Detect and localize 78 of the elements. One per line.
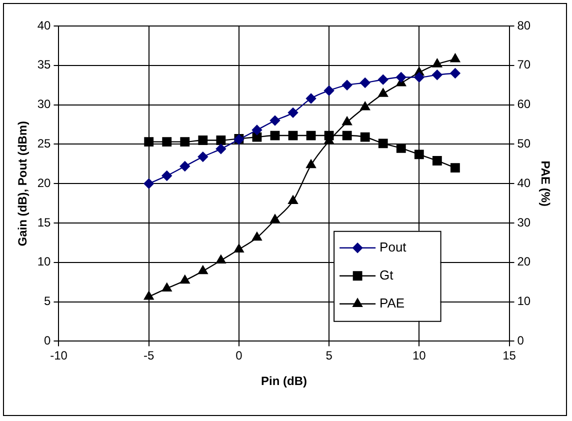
point: [396, 72, 406, 82]
y-axis-title: Gain (dB), Pout (dBm): [16, 120, 30, 246]
y-tick-label: 25: [37, 136, 52, 151]
point: [306, 93, 316, 104]
point: [216, 254, 226, 264]
point: [378, 88, 388, 97]
point: [324, 130, 334, 140]
y-tick-label: 0: [44, 334, 52, 348]
point: [360, 132, 370, 142]
legend-label: PAE: [380, 295, 405, 310]
point: [144, 178, 154, 189]
point: [216, 136, 226, 145]
point: [162, 137, 172, 147]
point: [162, 170, 172, 181]
point: [414, 72, 424, 82]
point: [342, 116, 352, 126]
x-tick-label: 10: [412, 348, 426, 363]
point: [342, 80, 352, 90]
point: [234, 244, 244, 252]
legend-label: Gt: [380, 267, 394, 282]
point: [306, 159, 316, 168]
y2-tick-label: 0: [517, 334, 524, 348]
point: [360, 78, 370, 88]
x-tick-label: 5: [326, 348, 333, 363]
point: [198, 265, 208, 274]
point: [180, 274, 190, 284]
point: [450, 68, 460, 78]
point: [432, 58, 442, 68]
point: [396, 143, 406, 153]
point: [288, 108, 298, 118]
y-tick-label: 35: [37, 58, 52, 72]
y2-tick-label: 10: [517, 294, 531, 308]
y-tick-label: 40: [37, 18, 52, 32]
point: [252, 124, 262, 136]
x-tick-label: 0: [236, 348, 243, 363]
point: [432, 156, 442, 166]
y2-tick-label: 50: [517, 136, 531, 151]
point: [414, 150, 424, 160]
y-tick-label: 15: [37, 215, 52, 230]
point: [288, 130, 298, 140]
x-tick-label: 15: [502, 348, 516, 363]
y-tick-label: 5: [44, 294, 52, 308]
point: [378, 74, 388, 85]
point: [450, 163, 460, 173]
point: [270, 214, 280, 223]
y-tick-label: 20: [37, 176, 52, 190]
x-tick-label: -5: [144, 348, 155, 363]
x-axis-title: Pin (dB): [261, 374, 307, 388]
y2-tick-label: 40: [517, 176, 531, 190]
point: [270, 115, 280, 126]
point: [360, 102, 370, 110]
point: [288, 195, 298, 204]
point: [450, 53, 460, 62]
y-tick-label: 30: [37, 97, 52, 112]
y2-tick-label: 30: [517, 215, 531, 230]
y-tick-label: 10: [37, 254, 52, 269]
point: [144, 137, 154, 147]
point: [162, 282, 172, 292]
point: [378, 138, 388, 148]
y2-tick-label: 20: [517, 254, 531, 269]
point: [252, 232, 262, 241]
point: [432, 70, 442, 80]
point: [144, 291, 154, 300]
y2-tick-label: 60: [517, 97, 531, 112]
y2-tick-label: 70: [517, 58, 531, 72]
point: [306, 130, 316, 140]
point: [180, 161, 190, 172]
point: [270, 130, 280, 140]
point: [198, 136, 208, 145]
point: [180, 137, 190, 147]
point: [342, 130, 352, 140]
y2-axis-title: PAE (%): [538, 160, 552, 206]
point: [324, 86, 334, 96]
point: [216, 144, 226, 154]
y2-tick-label: 80: [517, 18, 531, 32]
legend-label: Pout: [380, 239, 407, 254]
x-tick-label: -10: [50, 348, 68, 363]
point: [198, 152, 208, 162]
